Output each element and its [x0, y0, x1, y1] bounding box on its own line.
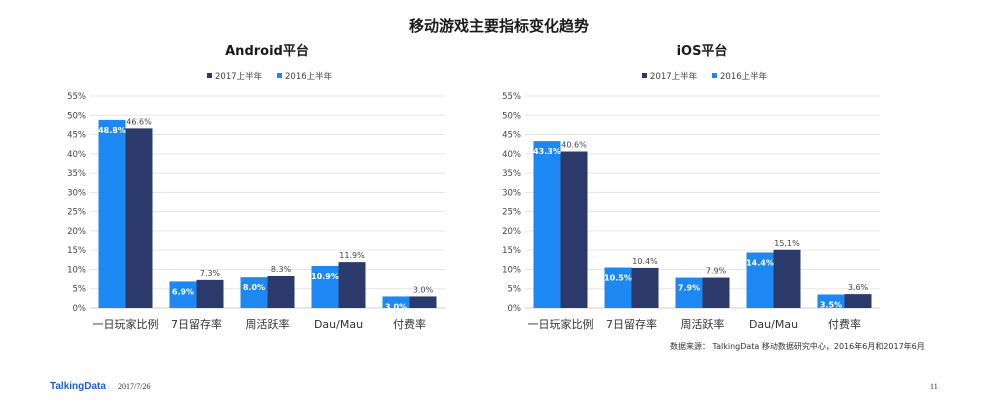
- bar-2016: [746, 252, 774, 308]
- y-tick-label: 45%: [502, 131, 521, 141]
- page-number: 11: [930, 382, 938, 391]
- y-tick-label: 20%: [67, 227, 86, 237]
- y-tick-label: 55%: [67, 92, 86, 102]
- data-label-2017: 3.6%: [848, 283, 869, 292]
- legend-label-0: 2017上半年: [650, 71, 698, 82]
- data-label-2017: 11.9%: [339, 251, 365, 260]
- bar-2016: [675, 277, 703, 308]
- data-label-2017: 7.3%: [200, 269, 221, 278]
- y-tick-label: 25%: [502, 208, 521, 218]
- data-label-2016: 10.5%: [604, 274, 632, 283]
- x-tick-label: 周活跃率: [246, 317, 290, 331]
- x-tick-label: 7日留存率: [606, 317, 657, 331]
- x-tick-label: 一日玩家比例: [93, 317, 159, 331]
- y-tick-label: 25%: [67, 208, 86, 218]
- bar-2016: [311, 265, 339, 308]
- x-tick-label: Dau/Mau: [314, 318, 363, 331]
- bar-2016: [382, 296, 410, 308]
- bar-2016: [169, 281, 197, 308]
- android-chart: Android平台 2017上半年 2016上半年 0% 5% 10% 15% 20% 25% 3…: [67, 43, 445, 331]
- y-tick-label: 30%: [502, 188, 521, 198]
- x-tick-label: 付费率: [393, 317, 426, 331]
- legend-label-1: 2016上半年: [285, 71, 333, 82]
- data-label-2017: 15.1%: [774, 239, 800, 248]
- data-label-2016: 7.9%: [678, 284, 700, 293]
- legend-label-0: 2017上半年: [215, 71, 263, 82]
- y-tick-label: 15%: [67, 246, 86, 256]
- legend-label-1: 2016上半年: [720, 71, 768, 82]
- legend-swatch-0: [642, 73, 647, 78]
- x-tick-label: Dau/Mau: [749, 318, 798, 331]
- x-tick-label: 付费率: [828, 317, 861, 331]
- y-tick-label: 10%: [502, 265, 521, 275]
- y-tick-label: 35%: [67, 169, 86, 179]
- data-label-2016: 3.0%: [385, 302, 407, 311]
- bar-2016: [604, 267, 632, 308]
- y-tick-label: 10%: [67, 265, 86, 275]
- bar-2017: [773, 249, 801, 308]
- data-label-2016: 6.9%: [172, 287, 194, 296]
- y-tick-label: 40%: [502, 150, 521, 160]
- data-label-2016: 10.9%: [311, 272, 339, 281]
- legend-swatch-1: [712, 73, 717, 78]
- x-tick-label: 周活跃率: [681, 317, 725, 331]
- y-tick-label: 50%: [67, 111, 86, 121]
- y-tick-label: 50%: [502, 111, 521, 121]
- bar-2016: [98, 119, 126, 308]
- data-source-note: 数据来源： TalkingData 移动数据研究中心，2016年6月和2017年…: [670, 342, 925, 351]
- y-tick-label: 30%: [67, 188, 86, 198]
- bar-2017: [631, 267, 659, 308]
- bar-2017: [844, 294, 872, 308]
- data-label-2017: 7.9%: [706, 267, 727, 276]
- bar-2016: [240, 277, 268, 308]
- data-label-2016: 3.5%: [820, 301, 842, 310]
- data-label-2017: 3.0%: [413, 285, 434, 294]
- y-tick-label: 35%: [502, 169, 521, 179]
- legend-swatch-1: [277, 73, 282, 78]
- bar-2017: [338, 262, 366, 308]
- x-tick-label: 一日玩家比例: [528, 317, 594, 331]
- y-tick-label: 0%: [73, 304, 87, 314]
- bar-2016: [817, 294, 845, 308]
- x-tick-label: 7日留存率: [171, 317, 222, 331]
- ios-chart: iOS平台 2017上半年 2016上半年 0% 5% 10% 15% 20% 25% 30% 35…: [502, 43, 880, 331]
- data-label-2016: 8.0%: [243, 283, 265, 292]
- bar-2017: [196, 279, 224, 308]
- bar-2017: [267, 276, 295, 308]
- chart-title: iOS平台: [677, 43, 728, 59]
- talkingdata-logo: TalkingData: [50, 381, 106, 392]
- data-label-2017: 40.6%: [561, 141, 587, 150]
- y-tick-label: 0%: [508, 304, 522, 314]
- legend-swatch-0: [207, 73, 212, 78]
- y-tick-label: 55%: [502, 92, 521, 102]
- bar-2016: [533, 141, 561, 308]
- data-label-2017: 8.3%: [271, 265, 292, 274]
- y-tick-label: 40%: [67, 150, 86, 160]
- y-tick-label: 5%: [73, 285, 87, 295]
- data-label-2016: 48.8%: [98, 126, 126, 135]
- data-label-2017: 10.4%: [632, 257, 658, 266]
- page-title: 移动游戏主要指标变化趋势: [408, 17, 589, 35]
- bar-2017: [560, 151, 588, 308]
- y-tick-label: 20%: [502, 227, 521, 237]
- data-label-2016: 43.3%: [533, 147, 561, 156]
- footer-date: 2017/7/26: [118, 382, 151, 391]
- bar-2017: [409, 296, 437, 308]
- chart-title: Android平台: [225, 43, 309, 59]
- bar-2017: [125, 128, 153, 308]
- y-tick-label: 45%: [67, 131, 86, 141]
- data-label-2016: 14.4%: [746, 258, 774, 267]
- y-tick-label: 5%: [508, 285, 522, 295]
- y-tick-label: 15%: [502, 246, 521, 256]
- data-label-2017: 46.6%: [126, 117, 152, 126]
- bar-2017: [702, 277, 730, 308]
